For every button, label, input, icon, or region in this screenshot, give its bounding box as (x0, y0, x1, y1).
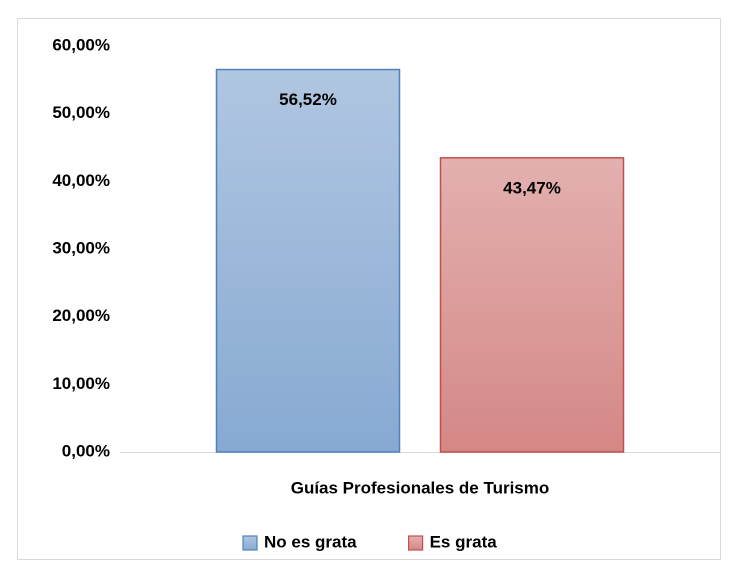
legend-swatch (242, 535, 258, 551)
y-tick-label: 0,00% (62, 441, 110, 460)
bar (439, 157, 625, 453)
y-tick-label: 30,00% (52, 238, 110, 257)
legend-label: No es grata (264, 532, 357, 551)
data-label: 43,47% (503, 178, 561, 197)
bar (215, 68, 401, 453)
y-tick-label: 40,00% (52, 171, 110, 190)
y-tick-label: 10,00% (52, 374, 110, 393)
data-label: 56,52% (279, 90, 337, 109)
y-tick-label: 20,00% (52, 306, 110, 325)
legend-label: Es grata (430, 532, 498, 551)
y-tick-label: 50,00% (52, 103, 110, 122)
legend-swatch (407, 535, 424, 551)
y-tick-label: 60,00% (52, 35, 110, 54)
x-tick-label: Guías Profesionales de Turismo (291, 478, 550, 497)
